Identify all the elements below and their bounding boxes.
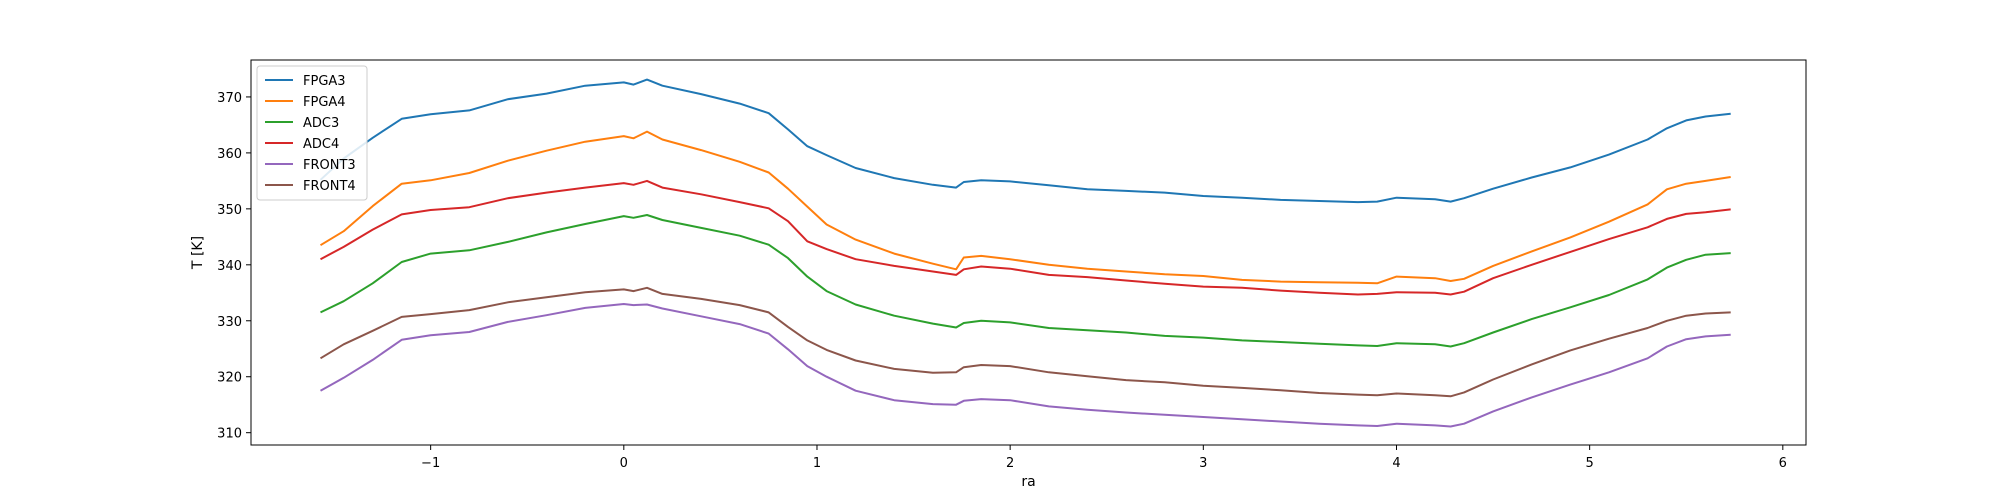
x-axis-ticks: −1 0 1 2 3 4 5 6 [421,445,1787,471]
y-tick-label: 320 [217,371,242,386]
x-tick-label: 5 [1586,456,1594,471]
series-line-fpga4 [319,130,1731,285]
legend-label-adc3: ADC3 [303,116,339,131]
series-line-front3 [320,303,1731,428]
y-tick-label: 370 [217,91,242,106]
series-line-adc3 [320,214,1731,348]
series-line-adc4 [320,179,1731,296]
legend: FPGA3 FPGA4 ADC3 ADC4 FRONT3 FRONT4 [256,65,368,201]
legend-label-front3: FRONT3 [303,158,356,173]
y-tick-label: 330 [217,315,242,330]
legend-label-adc4: ADC4 [303,137,339,152]
x-tick-label: 2 [1006,456,1014,471]
y-tick-label: 350 [217,203,242,218]
y-tick-label: 310 [217,427,242,442]
legend-box [256,65,368,201]
x-tick-label: −1 [421,456,440,471]
y-axis-label: T [K] [190,236,206,270]
legend-label-fpga4: FPGA4 [303,95,346,110]
x-tick-label: 6 [1779,456,1787,471]
x-tick-label: 3 [1199,456,1207,471]
series-layer [319,78,1731,428]
legend-label-fpga3: FPGA3 [303,74,346,89]
series-line-front4 [319,286,1731,398]
x-tick-label: 1 [813,456,821,471]
y-tick-label: 360 [217,147,242,162]
plot-area-frame [250,59,1807,446]
legend-label-front4: FRONT4 [303,179,356,194]
x-tick-label: 4 [1392,456,1400,471]
x-tick-label: 0 [620,456,628,471]
x-axis-label: ra [1021,474,1035,490]
y-tick-label: 340 [217,259,242,274]
series-line-fpga3 [319,78,1731,204]
y-axis-ticks: 310 320 330 340 350 360 370 [217,91,251,442]
